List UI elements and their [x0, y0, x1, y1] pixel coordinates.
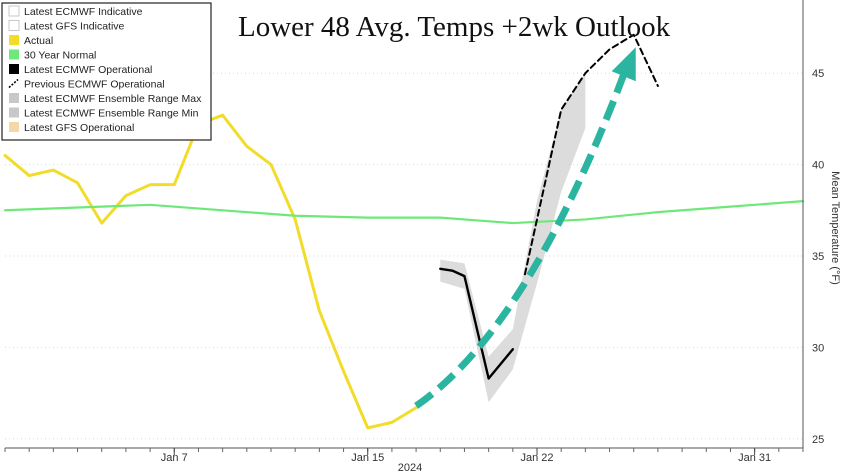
- ensemble-range-band: [440, 73, 586, 403]
- y-tick-label: 35: [812, 251, 824, 263]
- x-tick-label: Jan 22: [520, 452, 553, 464]
- legend-swatch: [9, 78, 19, 89]
- y-tick-label: 40: [812, 160, 824, 172]
- y-tick-label: 25: [812, 434, 824, 446]
- legend-entry-label: Latest ECMWF Ensemble Range Max: [24, 93, 202, 105]
- legend-swatch: [8, 5, 20, 17]
- ensemble-range-area: [440, 73, 586, 403]
- trend-arrow: [414, 47, 636, 409]
- legend-swatch: [9, 107, 19, 118]
- legend-entry-label: Latest GFS Indicative: [24, 21, 125, 33]
- y-tick-label: 45: [812, 68, 824, 80]
- legend-swatch: [9, 49, 19, 60]
- chart-title: Lower 48 Avg. Temps +2wk Outlook: [238, 11, 671, 43]
- legend-entry-label: Latest GFS Operational: [24, 122, 134, 134]
- x-tick-label: Jan 31: [738, 452, 771, 464]
- legend-entry-label: Latest ECMWF Indicative: [24, 6, 143, 18]
- axes: 25 30 35 40 45 Jan 7 Jan 15 Jan 22 Jan 31 2024 Mea…: [4, 0, 841, 474]
- legend: Latest ECMWF Indicative Latest GFS Indica…: [1, 2, 212, 141]
- legend-swatch: [9, 122, 19, 132]
- legend-box: [1, 2, 212, 141]
- x-tick-label: Jan 7: [161, 452, 188, 464]
- legend-entry-label: Previous ECMWF Operational: [24, 79, 165, 91]
- legend-swatch: [9, 64, 19, 74]
- grid-lines: [5, 72, 803, 440]
- legend-swatch: [9, 35, 19, 45]
- trend-arrow-shaft: [414, 67, 630, 409]
- trend-arrow-head: [611, 47, 636, 82]
- legend-entry-label: Latest ECMWF Ensemble Range Min: [24, 108, 199, 120]
- series-latest-ecmwf-operational: [439, 267, 515, 380]
- series-previous-ecmwf-operational: [523, 33, 659, 276]
- legend-swatch: [9, 93, 19, 103]
- legend-entry-label: 30 Year Normal: [24, 50, 96, 62]
- legend-entry-label: Actual: [24, 35, 53, 47]
- x-axis-label: 2024: [398, 462, 422, 474]
- x-tick-label: Jan 15: [351, 452, 384, 464]
- series-30-year-normal: [3, 200, 805, 225]
- y-tick-label: 30: [812, 342, 824, 354]
- legend-swatch: [8, 20, 20, 31]
- legend-entry-label: Latest ECMWF Operational: [24, 64, 152, 76]
- series-actual: [3, 113, 418, 430]
- y-axis-label: Mean Temperature (°F): [829, 171, 841, 285]
